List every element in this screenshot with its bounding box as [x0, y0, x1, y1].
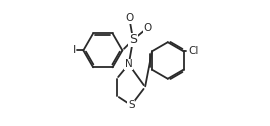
Text: O: O	[143, 23, 152, 33]
Text: S: S	[128, 100, 134, 110]
Text: S: S	[129, 33, 137, 46]
Text: Cl: Cl	[188, 46, 198, 56]
Text: I: I	[73, 45, 76, 55]
Text: O: O	[125, 13, 133, 23]
Text: N: N	[125, 59, 133, 69]
